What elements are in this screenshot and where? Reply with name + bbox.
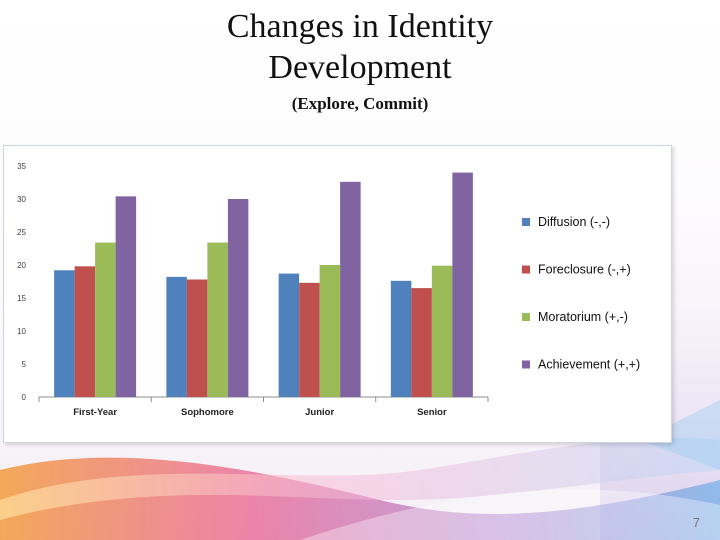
bar-achievement xyxy=(340,181,361,397)
bar-achievement xyxy=(452,172,473,397)
y-tick-label: 25 xyxy=(17,228,26,237)
bar-foreclosure xyxy=(411,288,432,397)
legend-swatch xyxy=(522,265,530,274)
legend-label: Moratorium (+,-) xyxy=(538,310,628,324)
x-tick-label: Senior xyxy=(417,407,447,418)
x-tick-label: First-Year xyxy=(73,407,117,418)
bar-diffusion xyxy=(278,273,300,397)
y-tick-label: 5 xyxy=(22,360,27,369)
y-tick-label: 35 xyxy=(17,162,26,171)
bar-diffusion xyxy=(166,276,187,397)
bar-achievement xyxy=(115,196,137,397)
y-tick-label: 30 xyxy=(17,195,26,204)
slide-subtitle: (Explore, Commit) xyxy=(291,94,429,113)
legend-label: Diffusion (-,-) xyxy=(538,215,610,229)
bar-moratorium xyxy=(207,242,228,397)
bar-moratorium xyxy=(431,265,453,397)
y-tick-label: 20 xyxy=(17,261,26,270)
legend-swatch xyxy=(522,218,530,226)
legend-swatch xyxy=(522,313,530,321)
legend-label: Foreclosure (-,+) xyxy=(538,263,631,277)
page-number: 7 xyxy=(692,515,700,530)
slide-title: Changes in Identity Development xyxy=(0,6,720,88)
slide-title-line-2: Development xyxy=(268,49,452,86)
bar-chart: 0 5 10 15 20 25 30 35 First-Year Sophomore Junior S… xyxy=(17,162,640,418)
bar-foreclosure xyxy=(299,282,320,397)
bar-achievement xyxy=(227,199,249,397)
bar-moratorium xyxy=(319,265,341,397)
bar-diffusion xyxy=(54,270,75,397)
bar-foreclosure xyxy=(186,279,208,397)
y-tick-label: 15 xyxy=(17,294,26,303)
bar-foreclosure xyxy=(74,266,96,397)
y-tick-label: 0 xyxy=(22,393,27,402)
bar-diffusion xyxy=(390,280,412,397)
bar-moratorium xyxy=(95,242,116,397)
legend-label: Achievement (+,+) xyxy=(538,358,640,372)
legend-swatch xyxy=(522,360,530,369)
slide-title-line-1: Changes in Identity xyxy=(226,8,494,45)
chart-frame: 0 5 10 15 20 25 30 35 First-Year Sophomore Junior S… xyxy=(3,145,672,443)
y-tick-label: 10 xyxy=(17,327,26,336)
x-tick-label: Junior xyxy=(305,407,334,418)
x-tick-label: Sophomore xyxy=(181,407,234,418)
